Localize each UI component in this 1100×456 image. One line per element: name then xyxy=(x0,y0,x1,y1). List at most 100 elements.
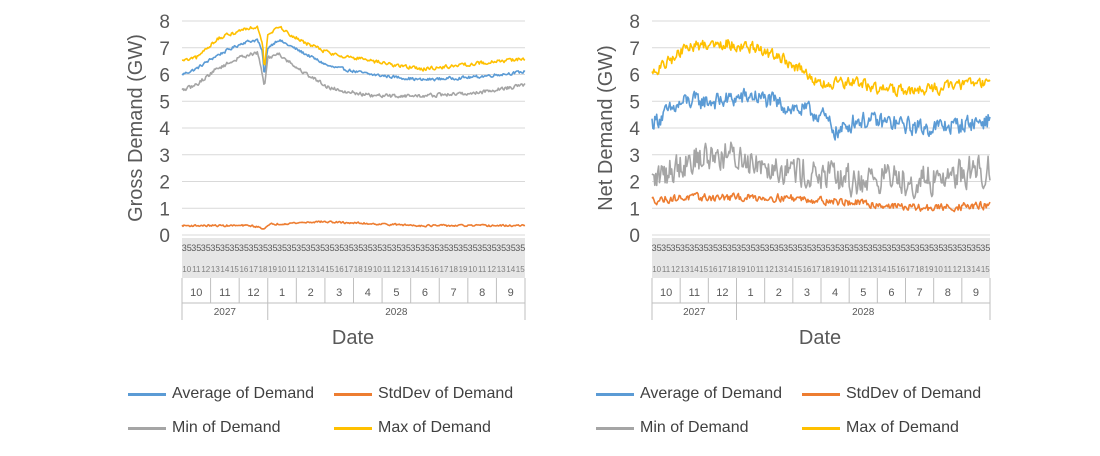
series-line-min-of-demand xyxy=(181,50,526,99)
y-tick-label: 7 xyxy=(159,39,170,60)
x-tick-year-label: 2028 xyxy=(385,307,408,318)
legend-label-stddev: StdDev of Demand xyxy=(378,385,514,402)
x-tick-day-label: 35 xyxy=(248,243,258,253)
x-tick-day-label: 35 xyxy=(306,243,316,253)
x-tick-month-label: 11 xyxy=(689,287,700,299)
x-tick-day-label: 35 xyxy=(896,243,906,253)
y-tick-label: 8 xyxy=(629,12,640,33)
x-tick-month-label: 4 xyxy=(832,287,838,299)
x-tick-day-label: 35 xyxy=(506,243,516,253)
x-tick-day-label: 35 xyxy=(849,243,859,253)
x-tick-day-label: 35 xyxy=(220,243,230,253)
x-tick-day-sublabel: 18 xyxy=(915,265,924,274)
x-tick-day-sublabel: 17 xyxy=(718,265,727,274)
x-tick-day-label: 35 xyxy=(868,243,878,253)
x-tick-day-label: 35 xyxy=(372,243,382,253)
x-tick-day-sublabel: 14 xyxy=(411,265,420,274)
x-tick-month-label: 7 xyxy=(450,287,456,299)
x-tick-day-sublabel: 12 xyxy=(953,265,962,274)
x-tick-day-sublabel: 12 xyxy=(487,265,496,274)
x-tick-day-sublabel: 16 xyxy=(430,265,439,274)
x-tick-day-sublabel: 16 xyxy=(239,265,248,274)
legend-swatch-max xyxy=(334,427,372,430)
legend-swatch-stddev xyxy=(802,393,840,396)
legend-label-average: Average of Demand xyxy=(172,385,315,402)
x-tick-day-label: 35 xyxy=(943,243,953,253)
y-tick-label: 7 xyxy=(629,39,640,60)
x-tick-day-sublabel: 18 xyxy=(449,265,458,274)
x-tick-day-sublabel: 11 xyxy=(383,265,392,274)
y-axis-title: Gross Demand (GW) xyxy=(125,34,147,222)
x-tick-day-sublabel: 10 xyxy=(840,265,849,274)
x-tick-month-label: 10 xyxy=(190,287,202,299)
x-tick-day-sublabel: 14 xyxy=(220,265,229,274)
x-tick-day-sublabel: 19 xyxy=(925,265,934,274)
x-tick-day-sublabel: 17 xyxy=(249,265,258,274)
x-tick-day-sublabel: 14 xyxy=(971,265,980,274)
x-tick-month-label: 5 xyxy=(393,287,399,299)
x-tick-day-label: 35 xyxy=(774,243,784,253)
x-tick-day-label: 35 xyxy=(962,243,972,253)
x-tick-day-sublabel: 15 xyxy=(421,265,430,274)
y-tick-label: 1 xyxy=(159,199,170,220)
series-line-max-of-demand xyxy=(181,25,526,72)
legend-label-max: Max of Demand xyxy=(378,419,491,436)
x-tick-month-label: 4 xyxy=(365,287,371,299)
x-tick-day-sublabel: 12 xyxy=(765,265,774,274)
x-tick-day-label: 35 xyxy=(515,243,525,253)
x-tick-day-label: 35 xyxy=(344,243,354,253)
x-tick-day-sublabel: 11 xyxy=(944,265,953,274)
y-tick-label: 6 xyxy=(159,66,170,87)
x-tick-day-sublabel: 14 xyxy=(690,265,699,274)
x-tick-day-label: 35 xyxy=(363,243,373,253)
net-demand-legend: Average of Demand StdDev of Demand Min o… xyxy=(596,384,1016,444)
x-tick-day-sublabel: 15 xyxy=(516,265,525,274)
series-line-max-of-demand xyxy=(651,38,991,98)
x-tick-day-sublabel: 14 xyxy=(506,265,515,274)
x-tick-day-sublabel: 14 xyxy=(878,265,887,274)
series-line-average-of-demand xyxy=(181,38,526,82)
y-tick-label: 0 xyxy=(159,226,170,247)
x-tick-day-sublabel: 11 xyxy=(850,265,859,274)
x-tick-day-sublabel: 10 xyxy=(746,265,755,274)
y-tick-label: 8 xyxy=(159,12,170,33)
x-tick-day-sublabel: 15 xyxy=(230,265,239,274)
x-tick-month-label: 11 xyxy=(219,287,230,299)
x-tick-day-label: 35 xyxy=(670,243,680,253)
x-tick-day-label: 35 xyxy=(708,243,718,253)
x-tick-day-label: 35 xyxy=(182,243,192,253)
x-tick-day-sublabel: 13 xyxy=(306,265,315,274)
x-tick-day-sublabel: 13 xyxy=(962,265,971,274)
x-tick-day-label: 35 xyxy=(652,243,662,253)
x-tick-day-sublabel: 11 xyxy=(756,265,765,274)
x-tick-month-label: 8 xyxy=(479,287,485,299)
x-tick-day-sublabel: 15 xyxy=(699,265,708,274)
y-tick-label: 6 xyxy=(629,66,640,87)
x-tick-day-sublabel: 18 xyxy=(354,265,363,274)
x-tick-day-label: 35 xyxy=(661,243,671,253)
x-tick-day-label: 35 xyxy=(727,243,737,253)
x-tick-year-label: 2027 xyxy=(214,307,237,318)
x-tick-day-sublabel: 13 xyxy=(868,265,877,274)
x-tick-day-label: 35 xyxy=(699,243,709,253)
x-tick-day-sublabel: 14 xyxy=(316,265,325,274)
x-tick-day-label: 35 xyxy=(680,243,690,253)
x-tick-day-sublabel: 14 xyxy=(784,265,793,274)
x-tick-month-label: 8 xyxy=(945,287,951,299)
x-tick-day-label: 35 xyxy=(839,243,849,253)
series-line-average-of-demand xyxy=(651,87,991,141)
x-tick-day-label: 35 xyxy=(287,243,297,253)
x-tick-day-label: 35 xyxy=(783,243,793,253)
x-tick-day-sublabel: 19 xyxy=(268,265,277,274)
x-tick-day-sublabel: 19 xyxy=(363,265,372,274)
y-tick-label: 3 xyxy=(159,146,170,167)
x-tick-day-sublabel: 13 xyxy=(680,265,689,274)
legend-swatch-max xyxy=(802,427,840,430)
x-tick-month-label: 2 xyxy=(776,287,782,299)
x-tick-day-sublabel: 10 xyxy=(278,265,287,274)
x-tick-day-sublabel: 19 xyxy=(831,265,840,274)
series-line-stddev-of-demand xyxy=(651,191,991,213)
x-tick-month-label: 10 xyxy=(660,287,672,299)
x-tick-day-label: 35 xyxy=(980,243,990,253)
